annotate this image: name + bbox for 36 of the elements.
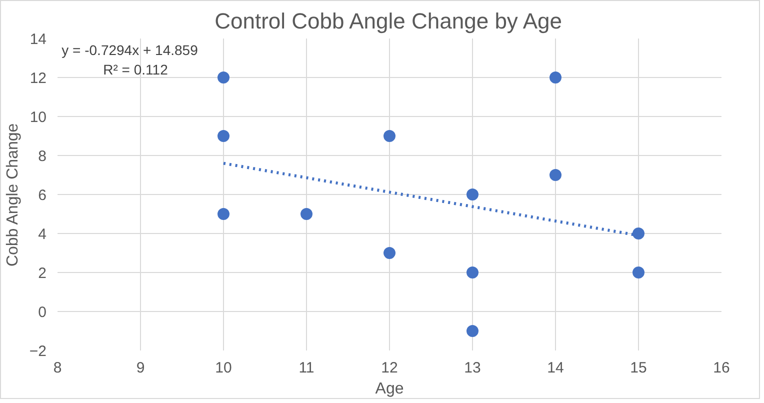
point bbox=[466, 266, 478, 278]
y-tick-label: 10 bbox=[30, 109, 47, 126]
point bbox=[466, 325, 478, 337]
point bbox=[218, 208, 230, 220]
point bbox=[550, 169, 562, 181]
x-tick-label: 15 bbox=[630, 360, 647, 376]
x-tick-label: 10 bbox=[215, 360, 232, 376]
x-tick-label: 13 bbox=[464, 360, 481, 376]
point bbox=[300, 208, 312, 220]
point bbox=[632, 228, 644, 240]
x-tick-label: 16 bbox=[713, 360, 730, 376]
point bbox=[550, 72, 562, 84]
x-tick-label: 8 bbox=[53, 360, 62, 376]
y-tick-label: 4 bbox=[38, 226, 46, 243]
x-tick-label: 9 bbox=[136, 360, 145, 376]
point bbox=[466, 188, 478, 200]
y-tick-label: 14 bbox=[30, 31, 47, 48]
x-axis-title: Age bbox=[375, 380, 404, 398]
annotation: R² = 0.112 bbox=[103, 62, 168, 78]
x-tick-label: 14 bbox=[547, 360, 564, 376]
x-tick-label: 12 bbox=[381, 360, 398, 376]
y-tick-label: 2 bbox=[38, 265, 46, 282]
point bbox=[384, 247, 396, 259]
y-axis-title: Cobb Angle Change bbox=[4, 123, 22, 267]
chart-title: Control Cobb Angle Change by Age bbox=[214, 8, 562, 34]
point bbox=[632, 266, 644, 278]
point bbox=[218, 72, 230, 84]
annotation: y = -0.7294x + 14.859 bbox=[62, 42, 198, 58]
y-tick-label: 8 bbox=[38, 148, 46, 165]
point bbox=[218, 130, 230, 142]
y-tick-label: 12 bbox=[30, 70, 47, 87]
y-tick-label: 6 bbox=[38, 187, 46, 204]
y-tick-label: 0 bbox=[38, 304, 46, 321]
x-tick-label: 11 bbox=[298, 360, 314, 376]
y-tick-label: −2 bbox=[29, 343, 47, 360]
point bbox=[384, 130, 396, 142]
